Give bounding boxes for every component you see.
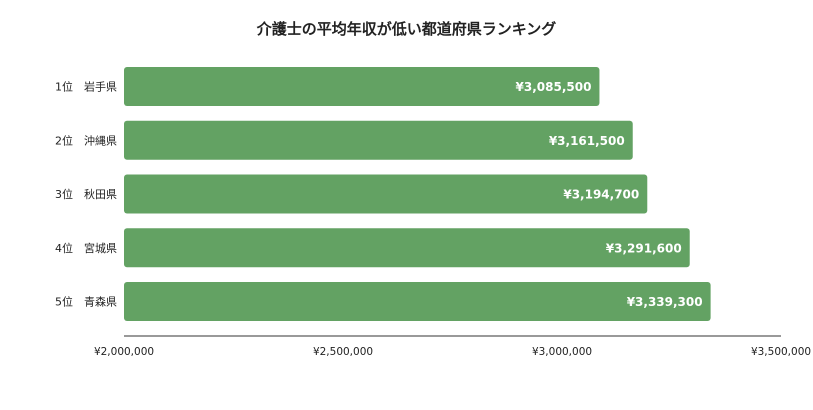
bar	[124, 67, 600, 106]
category-label: 2位 沖縄県	[55, 133, 117, 147]
bar-value-label: ¥3,339,300	[627, 295, 703, 309]
x-tick-label: ¥2,000,000	[94, 346, 154, 358]
bar	[124, 120, 633, 160]
x-tick-label: ¥3,500,000	[751, 346, 811, 358]
category-label: 4位 宮城県	[55, 241, 117, 255]
bar-value-label: ¥3,161,500	[549, 134, 625, 148]
category-label: 3位 秋田県	[55, 187, 117, 201]
chart-title: 介護士の平均年収が低い都道府県ランキング	[256, 20, 557, 38]
x-tick-label: ¥3,000,000	[532, 346, 592, 358]
bar	[124, 174, 648, 214]
category-label: 5位 青森県	[55, 295, 117, 309]
x-tick-label: ¥2,500,000	[313, 346, 373, 358]
category-label: 1位 岩手県	[55, 80, 117, 94]
bar	[124, 282, 711, 321]
bar-value-label: ¥3,194,700	[563, 188, 639, 202]
bar-value-label: ¥3,291,600	[606, 241, 682, 255]
bar-value-label: ¥3,085,500	[516, 80, 592, 94]
bar	[124, 228, 690, 268]
